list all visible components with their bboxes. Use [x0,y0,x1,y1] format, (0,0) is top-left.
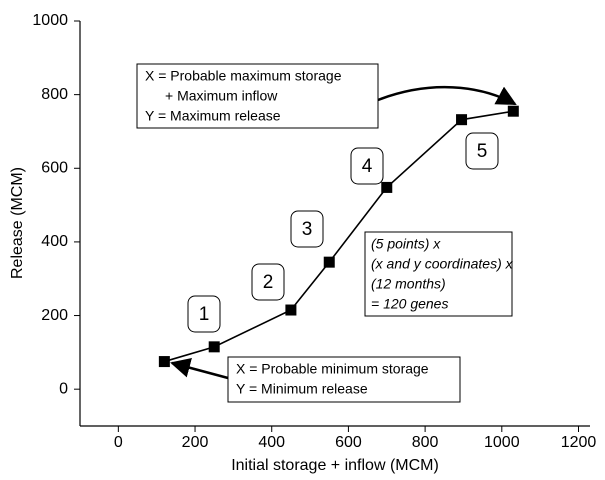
y-tick-label: 400 [41,233,68,250]
marker [158,356,170,368]
x-tick-label: 800 [412,434,439,451]
annotation: X = Probable minimum storage Y = Minimum … [227,356,461,403]
x-tick-label: 400 [258,434,285,451]
x-tick-label: 1200 [561,434,597,451]
annotation-box [364,231,513,317]
marker [208,341,220,353]
marker [285,304,297,316]
label-box [290,210,324,248]
marker [323,256,335,268]
x-tick-label: 0 [114,434,123,451]
point-label: 5 [465,132,499,170]
point-label: 2 [251,263,285,301]
label-text: 4 [362,156,373,177]
label-text: 2 [263,272,274,293]
y-tick-label: 800 [41,86,68,103]
annotation-text: (x and y coordinates) x [371,256,514,272]
y-tick-label: 0 [59,380,68,397]
annotation-text: (5 points) x [371,236,441,252]
y-axis-label: Release (MCM) [9,167,26,279]
x-tick-label: 200 [182,434,209,451]
y-tick-label: 1000 [32,12,68,29]
annotation-text: (12 months) [371,276,446,292]
label-box [465,132,499,170]
arrow [377,85,517,106]
marker [381,181,393,193]
label-text: 3 [302,219,313,240]
label-box [187,295,221,333]
annotation-text: = 120 genes [371,296,448,312]
x-tick-label: 1000 [484,434,520,451]
annotation-text: X = Probable minimum storage [236,361,429,377]
label-box [251,263,285,301]
x-tick-label: 600 [335,434,362,451]
y-tick-label: 600 [41,159,68,176]
annotation-box [227,356,461,403]
label-text: 1 [199,304,210,325]
point-label: 4 [350,147,384,185]
annotation: (5 points) x (x and y coordinates) x (12 m… [364,231,514,317]
annotation-text: X = Probable maximum storage [145,68,342,84]
marker [507,105,519,117]
y-tick-label: 200 [41,307,68,324]
arrow [170,357,229,380]
annotation-text: + Maximum inflow [165,88,278,104]
annotation: X = Probable maximum storage + Maximum in… [136,63,379,129]
annotation-box [136,63,379,129]
annotation-text: Y = Minimum release [236,381,368,397]
point-label: 1 [187,295,221,333]
marker [456,114,468,126]
annotation-text: Y = Maximum release [145,108,281,124]
x-axis-label: Initial storage + inflow (MCM) [231,457,439,474]
label-box [350,147,384,185]
label-text: 5 [477,141,488,162]
point-label: 3 [290,210,324,248]
